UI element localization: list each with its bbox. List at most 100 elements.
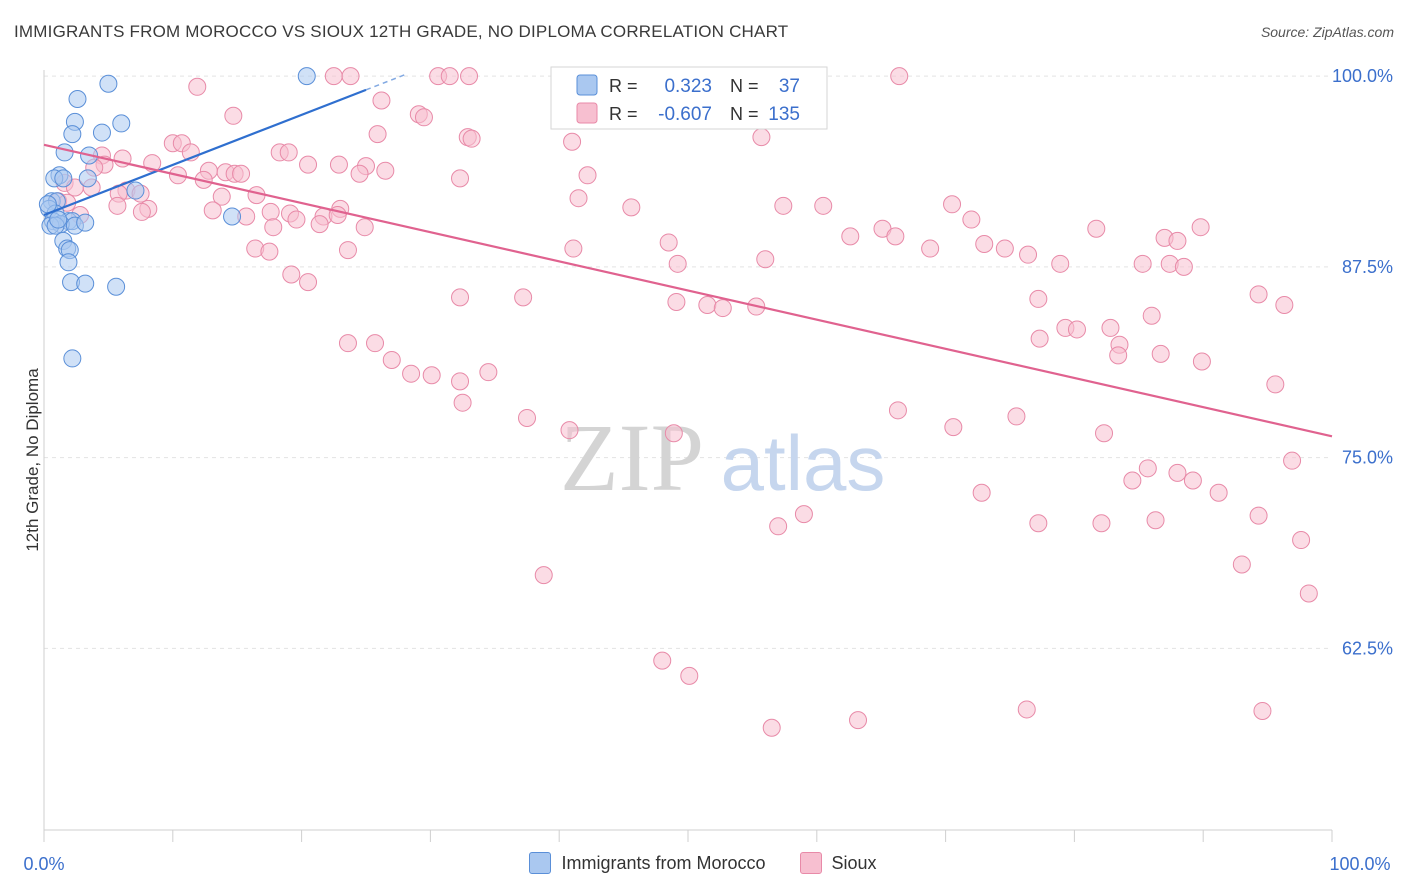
stats-legend: R = 0.323 N = 37 R = -0.607 N = 135: [550, 66, 828, 130]
sioux-point: [462, 129, 481, 148]
sioux-point: [668, 254, 687, 273]
stats-n-label-morocco: N =: [730, 76, 759, 96]
sioux-point: [264, 218, 283, 237]
sioux-point: [1123, 471, 1142, 490]
sioux-point: [279, 143, 298, 162]
sioux-point: [698, 296, 717, 315]
sioux-point: [338, 334, 357, 353]
sioux-point: [653, 651, 672, 670]
sioux-point: [1253, 701, 1272, 720]
y-tick-label: 62.5%: [1342, 638, 1393, 658]
sioux-point: [451, 169, 470, 188]
morocco-point: [223, 207, 242, 226]
sioux-point: [350, 164, 369, 183]
legend-swatch-morocco: [529, 852, 552, 874]
sioux-point: [368, 125, 387, 144]
sioux-point: [341, 67, 360, 86]
morocco-point: [68, 89, 87, 108]
sioux-point: [1101, 318, 1120, 337]
sioux-point: [1092, 514, 1111, 533]
sioux-point: [667, 292, 686, 311]
sioux-point: [1095, 424, 1114, 443]
sioux-point: [886, 227, 905, 246]
sioux-point: [451, 288, 470, 307]
sioux-point: [188, 77, 207, 96]
sioux-point: [762, 718, 781, 737]
sioux-point: [1299, 584, 1318, 603]
sioux-point: [1007, 407, 1026, 426]
sioux-point: [569, 189, 588, 208]
sioux-point: [1191, 218, 1210, 237]
sioux-point: [1232, 555, 1251, 574]
sioux-point: [453, 393, 472, 412]
sioux-point: [564, 239, 583, 258]
morocco-point: [99, 74, 118, 93]
sioux-point: [329, 155, 348, 174]
stats-r-label-morocco: R =: [609, 76, 638, 96]
stats-n-value-morocco: 37: [779, 76, 800, 97]
sioux-point: [563, 132, 582, 151]
sioux-point: [995, 239, 1014, 258]
y-tick-label: 87.5%: [1342, 257, 1393, 277]
sioux-point: [212, 187, 231, 206]
sioux-point: [299, 155, 318, 174]
sioux-point: [1192, 352, 1211, 371]
sioux-point: [1292, 531, 1311, 550]
sioux-point: [402, 364, 421, 383]
x-tick-label-max: 100.0%: [1329, 854, 1390, 874]
morocco-trend-line: [43, 88, 367, 217]
stats-swatch-sioux: [576, 102, 598, 124]
watermark-zip: ZIP: [560, 404, 704, 511]
legend-swatch-sioux: [799, 852, 822, 874]
sioux-point: [422, 366, 441, 385]
x-ticks: [43, 830, 1333, 842]
sioux-point: [943, 195, 962, 214]
sioux-point: [287, 210, 306, 229]
morocco-point: [55, 143, 74, 162]
sioux-point: [1019, 245, 1038, 264]
stats-r-label-sioux: R =: [609, 104, 638, 124]
sioux-point: [769, 517, 788, 536]
sioux-point: [518, 408, 536, 427]
legend-label-morocco: Immigrants from Morocco: [561, 852, 766, 873]
sioux-point: [1266, 375, 1285, 394]
morocco-point: [54, 169, 73, 188]
watermark-atlas: atlas: [721, 419, 886, 507]
legend-label-sioux: Sioux: [831, 852, 877, 873]
legend-item-morocco[interactable]: Immigrants from Morocco: [529, 852, 766, 874]
sioux-point: [1249, 506, 1268, 525]
legend-item-sioux[interactable]: Sioux: [799, 852, 877, 874]
sioux-point: [534, 566, 553, 585]
sioux-point: [1029, 289, 1048, 308]
stats-n-label-sioux: N =: [730, 104, 759, 124]
sioux-point: [1183, 471, 1202, 490]
sioux-point: [1151, 344, 1170, 363]
sioux-point: [232, 164, 251, 183]
sioux-point: [376, 161, 395, 180]
morocco-point: [49, 210, 68, 229]
sioux-point: [774, 196, 793, 215]
sioux-point: [460, 67, 479, 86]
sioux-point: [355, 218, 374, 237]
sioux-point: [975, 234, 994, 253]
sioux-point: [1174, 257, 1193, 276]
sioux-point: [841, 227, 860, 246]
sioux-point: [366, 334, 385, 353]
sioux-point: [849, 711, 868, 730]
sioux-point: [1249, 285, 1268, 304]
sioux-point: [713, 299, 732, 318]
sioux-point: [440, 67, 459, 86]
sioux-point: [372, 91, 391, 110]
sioux-point: [203, 201, 222, 220]
x-tick-label-min: 0.0%: [23, 854, 64, 874]
sioux-point: [382, 350, 401, 369]
sioux-point: [1087, 219, 1106, 238]
sioux-point: [659, 233, 678, 252]
sioux-point: [1168, 463, 1187, 482]
sioux-point: [1138, 459, 1157, 478]
sioux-point: [1030, 329, 1049, 348]
sioux-point: [1067, 320, 1086, 339]
sioux-point: [560, 421, 579, 440]
